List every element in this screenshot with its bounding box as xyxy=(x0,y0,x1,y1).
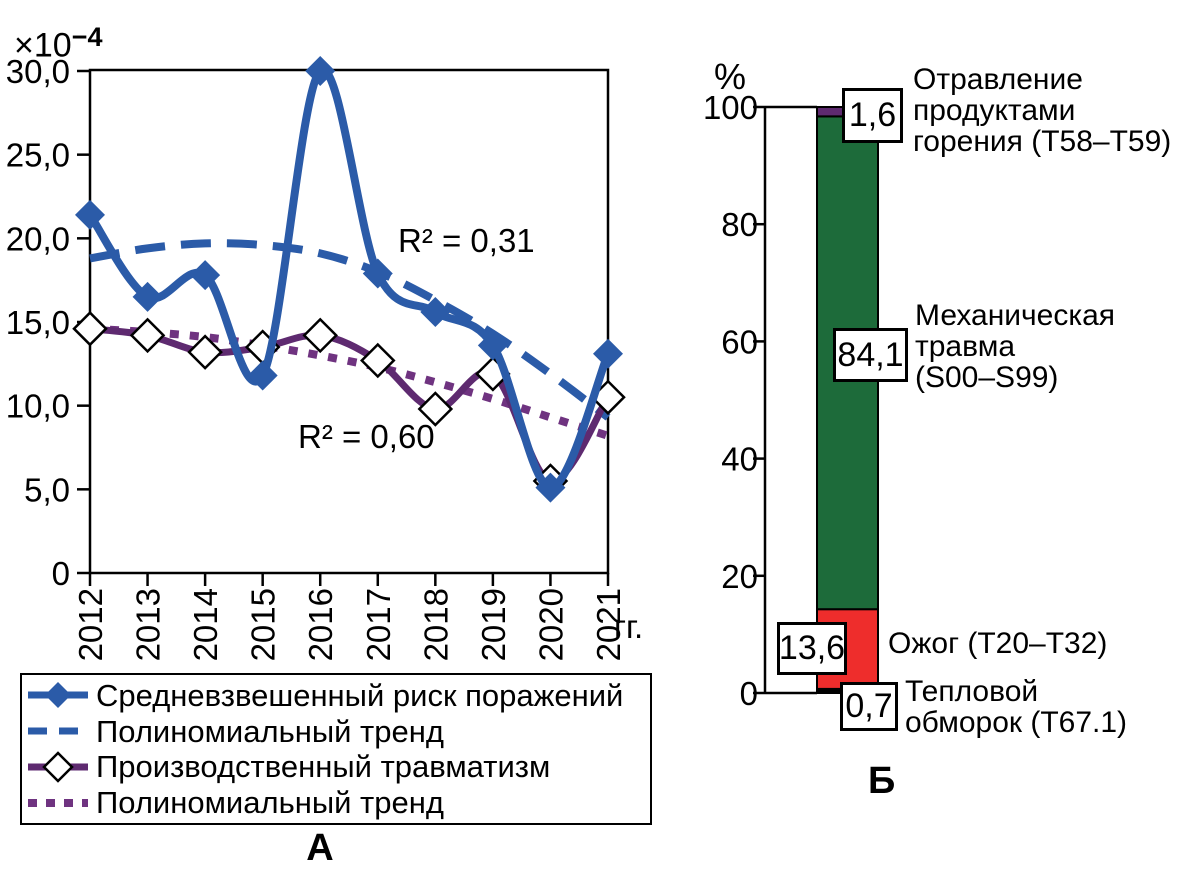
marker-diamond xyxy=(535,472,566,503)
legend-label-trend-blue: Полиномиальный тренд xyxy=(96,713,444,749)
value-box-3: 1,6 xyxy=(842,88,903,143)
line-diamond-marker-icon xyxy=(28,682,88,709)
b-y-tick-label: 40 xyxy=(721,441,758,478)
dotted-line-marker-icon xyxy=(28,798,88,807)
marker-open-diamond xyxy=(187,334,223,370)
percent-axis-label: % xyxy=(714,56,747,97)
marker-open-diamond xyxy=(72,310,108,347)
x-tick-label: 2017 xyxy=(360,588,397,661)
line-open-diamond-marker-icon xyxy=(28,751,88,783)
b-y-tick-label: 100 xyxy=(703,89,758,126)
segment-label-poisoning: Отравление продуктами горения (Т58–Т59) xyxy=(913,63,1172,158)
marker-diamond xyxy=(420,296,451,327)
r-squared-annotation-1: R² = 0,60 xyxy=(298,418,435,455)
marker-open-diamond xyxy=(129,317,166,354)
y-scale-label: ×10−4 xyxy=(14,20,102,65)
b-y-tick-label: 20 xyxy=(721,558,758,595)
marker-diamond xyxy=(132,281,163,312)
legend-item-trend-blue: Полиномиальный тренд xyxy=(26,714,646,749)
r-squared-annotation-0: R² = 0,31 xyxy=(398,222,535,259)
x-tick-label: 2019 xyxy=(475,588,512,661)
x-tick-label: 2012 xyxy=(72,588,109,661)
segment-label-mechanical: Механическая травма (S00–S99) xyxy=(915,299,1116,394)
marker-diamond xyxy=(477,330,508,361)
x-tick-label: 2014 xyxy=(187,588,224,661)
y-scale-mantissa: ×10 xyxy=(14,26,72,65)
marker-diamond xyxy=(305,56,336,86)
marker-diamond xyxy=(362,258,393,289)
legend: Средневзвешенный риск поражений Полиноми… xyxy=(20,673,652,825)
x-tick-label: 2018 xyxy=(417,588,454,661)
value-box-2: 84,1 xyxy=(833,328,908,382)
y-tick-label: 5,0 xyxy=(24,471,70,508)
legend-item-risk: Средневзвешенный риск поражений xyxy=(26,678,646,713)
y-tick-label: 20,0 xyxy=(6,220,70,257)
b-y-tick-label: 0 xyxy=(740,675,758,712)
dashed-line-marker-icon xyxy=(28,727,88,735)
y-tick-label: 30,0 xyxy=(6,53,70,90)
b-y-tick-label: 80 xyxy=(721,206,758,243)
y-tick-label: 10,0 xyxy=(6,388,70,425)
legend-item-trend-purple: Полиномиальный тренд xyxy=(26,785,646,820)
marker-diamond xyxy=(75,199,105,230)
x-axis-unit-label: гг. xyxy=(614,608,644,645)
x-tick-label: 2021 xyxy=(590,588,627,661)
x-tick-label: 2013 xyxy=(130,588,167,661)
x-tick-label: 2015 xyxy=(245,588,282,661)
y-tick-label: 0 xyxy=(52,555,70,592)
b-y-tick-label: 60 xyxy=(721,323,758,360)
marker-open-diamond xyxy=(302,317,338,354)
legend-label-injuries: Производственный травматизм xyxy=(96,749,551,785)
marker-diamond xyxy=(247,360,278,391)
y-tick-label: 25,0 xyxy=(6,137,70,174)
y-tick-label: 15,0 xyxy=(6,304,70,341)
value-box-1: 13,6 xyxy=(777,622,847,675)
legend-label-trend-purple: Полиномиальный тренд xyxy=(96,785,444,821)
marker-open-diamond xyxy=(417,391,454,427)
x-tick-label: 2016 xyxy=(302,588,339,661)
legend-item-injuries: Производственный травматизм xyxy=(26,749,646,784)
segment-label-heat: Тепловой обморок (Т67.1) xyxy=(905,675,1128,739)
series-line-trend-blue xyxy=(89,239,611,421)
marker-open-diamond xyxy=(360,342,396,379)
series-line-trend-purple xyxy=(89,324,610,440)
segment-label-burn: Ожог (Т20–Т32) xyxy=(888,627,1108,660)
y-scale-exponent: −4 xyxy=(71,22,103,52)
marker-diamond xyxy=(190,260,221,291)
panel-b-letter: Б xyxy=(868,760,896,802)
panel-a-letter: А xyxy=(306,827,334,869)
marker-diamond xyxy=(593,338,623,369)
legend-label-risk: Средневзвешенный риск поражений xyxy=(96,677,624,713)
value-box-0: 0,7 xyxy=(840,682,898,731)
x-tick-label: 2020 xyxy=(532,588,569,661)
